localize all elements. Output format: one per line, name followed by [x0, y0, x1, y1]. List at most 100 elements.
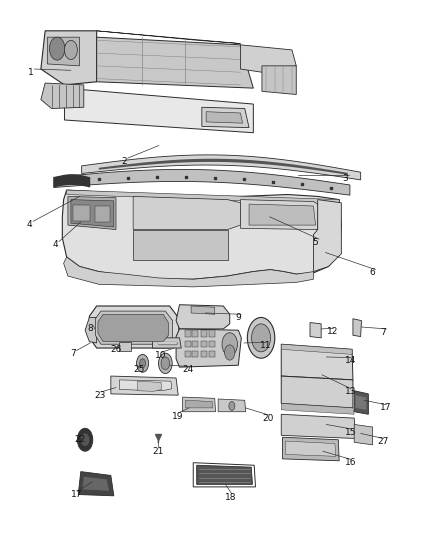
Text: 19: 19 — [172, 411, 183, 421]
Circle shape — [78, 429, 93, 451]
Text: 6: 6 — [369, 269, 375, 277]
Polygon shape — [82, 477, 109, 491]
Polygon shape — [64, 257, 314, 287]
Polygon shape — [54, 169, 350, 195]
Text: 4: 4 — [53, 240, 58, 249]
Text: 11: 11 — [260, 341, 271, 350]
Text: 2: 2 — [121, 157, 127, 166]
Polygon shape — [191, 306, 215, 314]
Text: 21: 21 — [152, 447, 164, 456]
Polygon shape — [281, 403, 354, 414]
Text: 23: 23 — [95, 391, 106, 400]
Text: 16: 16 — [345, 458, 356, 467]
Text: 20: 20 — [262, 414, 273, 423]
Polygon shape — [281, 414, 356, 439]
Polygon shape — [206, 112, 243, 123]
Polygon shape — [152, 338, 181, 348]
Polygon shape — [283, 437, 339, 461]
Polygon shape — [281, 344, 352, 354]
Polygon shape — [186, 400, 212, 408]
Text: 8: 8 — [87, 325, 93, 334]
Polygon shape — [202, 107, 249, 127]
Polygon shape — [197, 465, 252, 484]
Text: 17: 17 — [71, 490, 82, 499]
Polygon shape — [240, 45, 296, 72]
Circle shape — [64, 41, 78, 60]
Bar — [208, 351, 215, 357]
Polygon shape — [262, 66, 296, 94]
Polygon shape — [281, 344, 353, 380]
Polygon shape — [286, 441, 336, 456]
Text: 25: 25 — [133, 365, 145, 374]
Bar — [192, 341, 198, 348]
Polygon shape — [111, 376, 178, 395]
Text: 18: 18 — [226, 492, 237, 502]
Polygon shape — [68, 197, 116, 230]
Polygon shape — [240, 200, 318, 230]
Polygon shape — [133, 230, 228, 260]
Bar — [192, 351, 198, 357]
Text: 5: 5 — [313, 238, 318, 247]
Text: 15: 15 — [345, 427, 356, 437]
Circle shape — [49, 37, 65, 60]
Bar — [185, 330, 191, 336]
Circle shape — [229, 401, 235, 410]
Polygon shape — [310, 322, 321, 338]
Circle shape — [222, 333, 237, 356]
Polygon shape — [314, 200, 341, 272]
Text: 3: 3 — [343, 174, 348, 183]
Text: 26: 26 — [110, 345, 122, 354]
Text: 12: 12 — [327, 327, 339, 336]
Polygon shape — [78, 472, 114, 496]
Polygon shape — [176, 329, 241, 367]
Polygon shape — [176, 305, 230, 329]
Bar — [201, 330, 207, 336]
Text: 14: 14 — [345, 356, 356, 365]
Bar — [201, 351, 207, 357]
Circle shape — [137, 354, 148, 372]
Polygon shape — [97, 31, 240, 44]
Polygon shape — [281, 376, 353, 408]
Text: 7: 7 — [380, 328, 386, 337]
Polygon shape — [356, 395, 366, 410]
Bar — [95, 206, 110, 222]
Text: 9: 9 — [235, 313, 240, 322]
Text: 7: 7 — [70, 349, 76, 358]
Polygon shape — [120, 342, 131, 351]
Circle shape — [225, 345, 235, 360]
Polygon shape — [249, 204, 315, 225]
Polygon shape — [71, 200, 114, 227]
Polygon shape — [97, 37, 253, 88]
Polygon shape — [354, 391, 368, 414]
Text: 17: 17 — [380, 403, 392, 413]
Bar — [185, 341, 191, 348]
Circle shape — [159, 353, 172, 374]
Circle shape — [161, 357, 170, 370]
Polygon shape — [85, 318, 97, 343]
Text: 1: 1 — [28, 68, 34, 77]
Bar — [208, 330, 215, 336]
Polygon shape — [47, 37, 79, 66]
Polygon shape — [64, 88, 253, 133]
Circle shape — [81, 433, 89, 446]
Text: 24: 24 — [183, 365, 194, 374]
Polygon shape — [99, 159, 348, 175]
Polygon shape — [133, 197, 240, 230]
Polygon shape — [120, 380, 172, 391]
Bar — [192, 330, 198, 336]
Polygon shape — [218, 399, 246, 411]
Bar — [208, 341, 215, 348]
Bar — [201, 341, 207, 348]
Polygon shape — [67, 190, 339, 204]
Text: 22: 22 — [74, 435, 85, 445]
Text: 10: 10 — [155, 351, 166, 360]
Text: 4: 4 — [27, 220, 32, 229]
Polygon shape — [41, 83, 84, 109]
Polygon shape — [41, 31, 97, 85]
Circle shape — [247, 318, 275, 358]
Polygon shape — [95, 311, 173, 344]
Polygon shape — [89, 306, 180, 348]
Polygon shape — [81, 155, 360, 180]
Polygon shape — [98, 314, 168, 342]
Polygon shape — [183, 397, 215, 411]
